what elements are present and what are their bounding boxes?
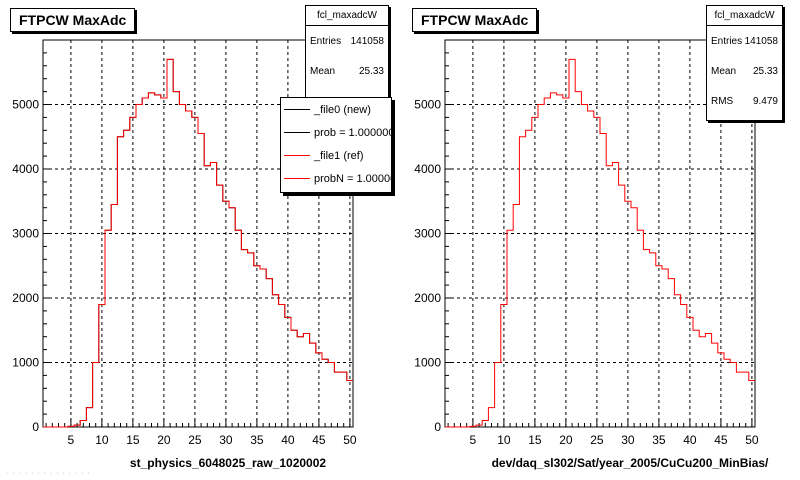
left-stats-entries-row: Entries 141058	[306, 26, 388, 56]
right-x-tick-label: 20	[559, 433, 573, 447]
left-stats-mean-label: Mean	[310, 65, 336, 77]
right-x-tick-label: 25	[590, 433, 604, 447]
legend-label-file1: _file1 (ref)	[314, 149, 364, 162]
legend-entry-file0: _file0 (new)	[281, 98, 391, 121]
legend-label-probn: probN = 1.000000	[314, 172, 391, 185]
left-y-tick-label: 3000	[12, 227, 39, 241]
left-x-tick-label: 15	[126, 433, 140, 447]
left-x-tick-label: 10	[95, 433, 109, 447]
right-stats-mean-value: 25.33	[752, 65, 778, 77]
right-stats-rms-value: 9.479	[752, 95, 778, 107]
right-x-tick-label: 15	[528, 433, 542, 447]
legend-label-prob: prob = 1.000000	[314, 126, 392, 139]
right-y-tick-label: 2000	[414, 291, 441, 305]
right-x-tick-label: 50	[745, 433, 759, 447]
right-y-tick-label: 1000	[414, 356, 441, 370]
legend-entry-prob: prob = 1.000000	[281, 121, 391, 144]
right-chart-title-text: FTPCW MaxAdc	[421, 12, 529, 28]
left-x-axis-label: st_physics_6048025_raw_1020002	[130, 456, 326, 470]
right-x-tick-label: 40	[683, 433, 697, 447]
left-y-tick-label: 2000	[12, 291, 39, 305]
left-stats-mean-value: 25.33	[358, 65, 384, 77]
legend-swatch-prob	[284, 132, 310, 133]
right-x-tick-label: 35	[652, 433, 666, 447]
left-x-tick-label: 25	[188, 433, 202, 447]
left-x-tick-label: 30	[219, 433, 233, 447]
left-chart-title-text: FTPCW MaxAdc	[19, 12, 127, 28]
left-x-tick-label: 35	[250, 433, 264, 447]
left-stats-name: fcl_maxadcW	[306, 6, 388, 26]
right-x-tick-label: 10	[497, 433, 511, 447]
right-stats-entries-label: Entries	[711, 35, 743, 47]
legend-entry-file1: _file1 (ref)	[281, 144, 391, 167]
right-y-tick-label: 0	[434, 420, 441, 434]
right-stats-rms-label: RMS	[711, 95, 734, 107]
right-y-tick-label: 3000	[414, 227, 441, 241]
right-y-tick-label: 5000	[414, 98, 441, 112]
left-x-tick-label: 50	[343, 433, 357, 447]
left-stats-entries-label: Entries	[310, 35, 342, 47]
left-y-tick-label: 0	[32, 420, 39, 434]
left-histogram-series-1	[43, 58, 353, 428]
left-stats-box: fcl_maxadcW Entries 141058 Mean 25.33	[305, 5, 389, 99]
left-y-tick-label: 4000	[12, 162, 39, 176]
left-x-tick-label: 5	[68, 433, 75, 447]
right-x-tick-label: 5	[470, 433, 477, 447]
right-stats-rms-row: RMS 9.479	[707, 86, 782, 116]
left-stats-entries-value: 141058	[350, 35, 384, 47]
right-stats-mean-row: Mean 25.33	[707, 56, 782, 86]
left-legend: _file0 (new) prob = 1.000000 _file1 (ref…	[280, 97, 392, 193]
right-x-tick-label: 45	[714, 433, 728, 447]
right-x-tick-label: 30	[621, 433, 635, 447]
right-stats-name: fcl_maxadcW	[707, 6, 782, 26]
legend-swatch-probn	[284, 178, 310, 179]
right-histogram-series-0	[445, 58, 755, 428]
left-chart-title: FTPCW MaxAdc	[10, 8, 136, 32]
right-chart-title: FTPCW MaxAdc	[412, 8, 538, 32]
left-y-tick-label: 5000	[12, 98, 39, 112]
left-x-tick-label: 45	[312, 433, 326, 447]
legend-label-file0: _file0 (new)	[314, 103, 371, 116]
right-stats-box: fcl_maxadcW Entries 141058 Mean 25.33 RM…	[706, 5, 783, 121]
left-x-tick-label: 20	[157, 433, 171, 447]
legend-swatch-file1	[284, 155, 310, 156]
left-x-tick-label: 40	[281, 433, 295, 447]
legend-entry-probn: probN = 1.000000	[281, 167, 391, 190]
right-stats-mean-label: Mean	[711, 65, 737, 77]
right-stats-entries-value: 141058	[744, 35, 778, 47]
footer-scrawl: · · · · · · · · · · · · · ·	[6, 470, 91, 477]
right-y-tick-label: 4000	[414, 162, 441, 176]
left-y-tick-label: 1000	[12, 356, 39, 370]
left-stats-mean-row: Mean 25.33	[306, 56, 388, 86]
legend-swatch-file0	[284, 109, 310, 110]
right-x-axis-label: dev/daq_sl302/Sat/year_2005/CuCu200_MinB…	[492, 456, 769, 470]
right-stats-entries-row: Entries 141058	[707, 26, 782, 56]
